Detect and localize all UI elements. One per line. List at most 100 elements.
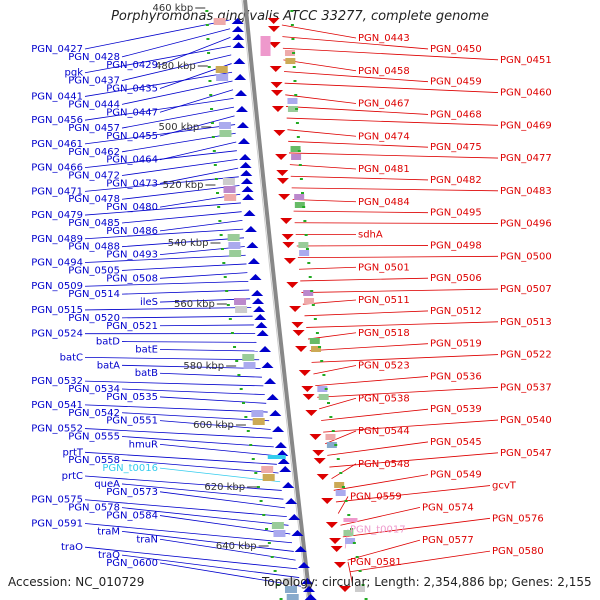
forward-gene-arrow xyxy=(279,466,292,472)
reverse-gene-arrow xyxy=(281,234,294,240)
reverse-gene-arrow xyxy=(338,586,351,592)
reverse-gene-arrow xyxy=(305,410,318,416)
reverse-gene-arrow xyxy=(267,26,280,32)
cog-block xyxy=(219,130,232,137)
minor-tick-left xyxy=(249,444,253,446)
forward-gene-arrow xyxy=(291,530,304,536)
gene-label-pgn-0480: PGN_0480 xyxy=(106,202,158,213)
minor-tick-right xyxy=(292,66,296,68)
left-connector xyxy=(121,364,261,369)
tick-label-580-kbp: 580 kbp xyxy=(183,361,224,372)
forward-gene-arrow xyxy=(282,482,295,488)
forward-gene-arrow xyxy=(241,186,254,192)
left-connector xyxy=(159,349,258,352)
right-connector xyxy=(288,140,429,148)
gene-label-pgn-0537: PGN_0537 xyxy=(500,382,552,393)
gene-label-pgn-t0016: PGN_t0016 xyxy=(102,463,158,474)
cog-block xyxy=(273,530,286,537)
left-connector xyxy=(121,106,235,129)
right-connector xyxy=(296,245,429,247)
right-connector xyxy=(317,386,499,398)
minor-tick-right xyxy=(298,164,302,166)
cog-block xyxy=(242,354,255,361)
forward-gene-arrow xyxy=(236,122,249,128)
gene-label-pgn-0489: PGN_0489 xyxy=(31,234,83,245)
gene-label-pgn-0462: PGN_0462 xyxy=(68,147,120,158)
minor-tick-left xyxy=(251,458,255,460)
minor-tick-left xyxy=(270,556,274,558)
gene-label-sdha: sdhA xyxy=(358,230,383,241)
reverse-gene-arrow xyxy=(268,42,281,48)
forward-gene-arrow xyxy=(237,138,250,144)
reverse-gene-arrow xyxy=(295,346,308,352)
tick-label-560-kbp: 560 kbp xyxy=(174,299,215,310)
right-connector xyxy=(323,419,499,433)
reverse-gene-arrow xyxy=(321,498,334,504)
reverse-gene-arrow xyxy=(291,322,304,328)
gene-label-pgn-0437: PGN_0437 xyxy=(68,76,120,87)
cog-block-right xyxy=(290,146,301,152)
gene-label-pgn-0479: PGN_0479 xyxy=(31,210,83,221)
reverse-gene-arrow xyxy=(313,458,326,464)
label-connectors xyxy=(84,19,499,587)
gene-label-pgn-0584: PGN_0584 xyxy=(106,511,158,522)
minor-tick-right xyxy=(305,248,309,250)
minor-tick-left xyxy=(210,122,214,124)
gene-label-pgn-0581: PGN_0581 xyxy=(350,557,402,568)
left-connector xyxy=(159,443,276,457)
minor-tick-left xyxy=(235,360,239,362)
cog-block-right xyxy=(335,490,346,496)
left-connector xyxy=(84,546,298,570)
left-connector xyxy=(121,436,274,448)
minor-tick-right xyxy=(311,304,315,306)
right-connector xyxy=(285,94,357,104)
minor-tick-left xyxy=(207,52,211,54)
left-connector xyxy=(121,158,238,176)
right-connector xyxy=(299,266,357,270)
reverse-gene-arrow xyxy=(275,154,288,160)
gene-label-pgn-0532: PGN_0532 xyxy=(31,376,83,387)
minor-tick-right xyxy=(310,290,314,292)
gene-label-pgn-0481: PGN_0481 xyxy=(358,164,410,175)
gene-label-pgn-0574: PGN_0574 xyxy=(422,502,474,513)
forward-gene-arrow xyxy=(251,290,264,296)
gene-label-pgn-0468: PGN_0468 xyxy=(430,109,482,120)
gene-label-pgn-0455: PGN_0455 xyxy=(106,131,158,142)
left-connector xyxy=(121,185,240,200)
tick-label-620-kbp: 620 kbp xyxy=(204,482,245,493)
gene-label-pgn-0547: PGN_0547 xyxy=(500,448,552,459)
left-connector xyxy=(159,396,267,404)
gene-label-pgn-0458: PGN_0458 xyxy=(358,66,410,77)
cog-block-right xyxy=(299,250,310,256)
minor-tick-right xyxy=(290,24,294,26)
left-connector xyxy=(84,150,237,169)
gene-label-batd: batD xyxy=(96,337,120,348)
reverse-gene-arrow xyxy=(269,66,282,72)
reverse-gene-arrow xyxy=(330,546,343,552)
gene-label-tran: traN xyxy=(136,534,158,545)
forward-gene-arrow xyxy=(235,90,248,96)
gene-label-pgn-0548: PGN_0548 xyxy=(358,459,410,470)
gene-label-pgn-0505: PGN_0505 xyxy=(68,265,120,276)
gene-label-pgn-0539: PGN_0539 xyxy=(430,404,482,415)
left-connector xyxy=(84,380,264,387)
gene-label-pgn-0494: PGN_0494 xyxy=(31,258,83,269)
minor-tick-left xyxy=(246,430,250,432)
minor-tick-right xyxy=(361,584,365,586)
cog-block-right xyxy=(309,338,320,344)
forward-gene-arrow xyxy=(232,34,245,40)
minor-tick-left xyxy=(228,318,232,320)
gene-label-pgn-0536: PGN_0536 xyxy=(430,371,482,382)
minor-tick-left xyxy=(208,80,212,82)
gene-label-pgn-0542: PGN_0542 xyxy=(68,408,120,419)
minor-tick-left xyxy=(233,346,237,348)
left-connector xyxy=(159,372,262,378)
gene-label-pgn-0506: PGN_0506 xyxy=(430,273,482,284)
right-connector xyxy=(304,310,429,317)
cog-block xyxy=(229,250,242,257)
right-connector xyxy=(290,175,429,181)
gene-label-pgn-0486: PGN_0486 xyxy=(106,226,158,237)
minor-tick-right xyxy=(301,192,305,194)
right-connector xyxy=(335,485,491,503)
gene-label-pgn-0450: PGN_0450 xyxy=(430,44,482,55)
